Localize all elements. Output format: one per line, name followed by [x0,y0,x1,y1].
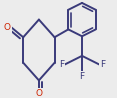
Text: O: O [35,89,42,98]
Text: F: F [79,72,85,81]
Text: O: O [4,23,11,32]
Text: F: F [59,60,64,69]
Text: F: F [100,60,105,69]
